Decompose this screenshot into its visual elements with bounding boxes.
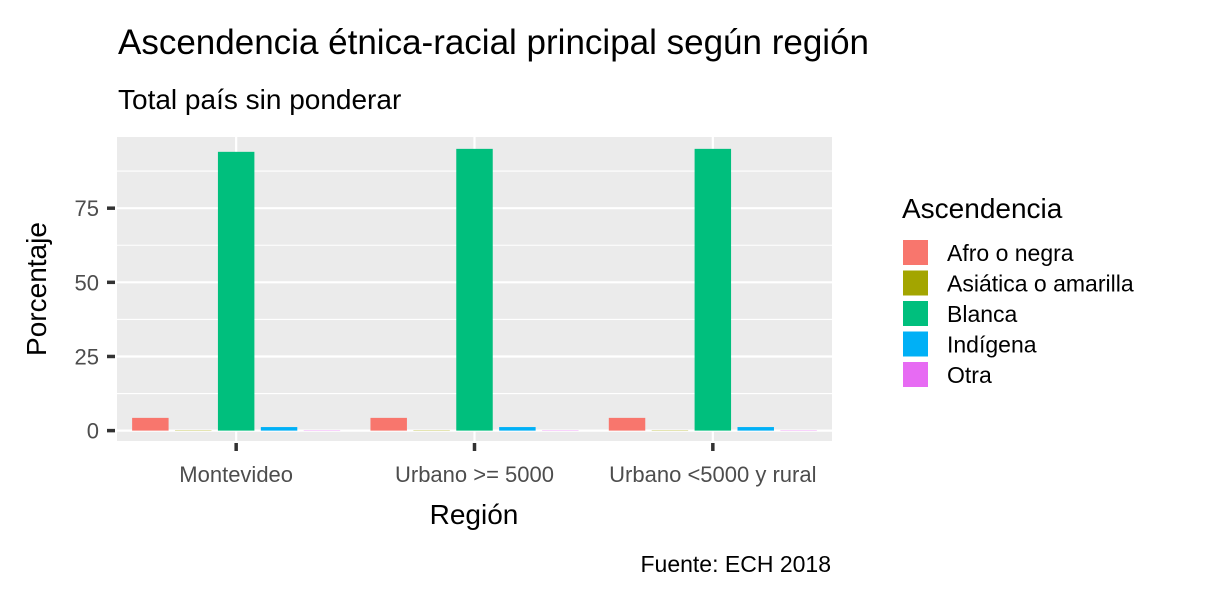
- bar: [499, 427, 536, 431]
- x-tick-label: Urbano >= 5000: [395, 462, 554, 487]
- x-axis-title: Región: [430, 499, 519, 530]
- bar: [737, 427, 774, 431]
- bar: [132, 417, 169, 431]
- chart-subtitle: Total país sin ponderar: [118, 84, 401, 115]
- legend-label: Afro o negra: [947, 240, 1074, 266]
- x-tick-label: Montevideo: [179, 462, 293, 487]
- x-tick-label: Urbano <5000 y rural: [609, 462, 816, 487]
- chart-title: Ascendencia étnica-racial principal segú…: [118, 23, 869, 62]
- bar: [217, 151, 255, 431]
- axes-layer: 0 25 50 75 Montevideo Urbano >= 5000 Urbano <5…: [75, 196, 817, 487]
- y-tick-label: 25: [75, 344, 99, 369]
- legend-key: [903, 331, 928, 357]
- bar: [608, 417, 646, 431]
- legend-key: [903, 362, 928, 387]
- bars-layer: [132, 148, 817, 431]
- legend: Ascendencia Afro o negra Asiática o amari…: [902, 193, 1134, 388]
- bar: [694, 148, 732, 431]
- y-tick-label: 0: [87, 419, 99, 444]
- bar: [456, 148, 493, 431]
- legend-key: [903, 270, 928, 296]
- legend-key: [903, 301, 928, 326]
- legend-label: Blanca: [947, 301, 1018, 327]
- legend-title: Ascendencia: [902, 193, 1063, 224]
- legend-label: Indígena: [947, 332, 1037, 358]
- legend-label: Otra: [947, 362, 992, 388]
- y-tick-label: 75: [75, 196, 99, 221]
- legend-label: Asiática o amarilla: [947, 271, 1134, 297]
- legend-key: [903, 240, 928, 265]
- y-tick-label: 50: [75, 270, 99, 295]
- y-axis-title: Porcentaje: [21, 222, 52, 356]
- bar: [370, 417, 407, 431]
- bar: [260, 427, 298, 431]
- chart-caption: Fuente: ECH 2018: [640, 551, 831, 577]
